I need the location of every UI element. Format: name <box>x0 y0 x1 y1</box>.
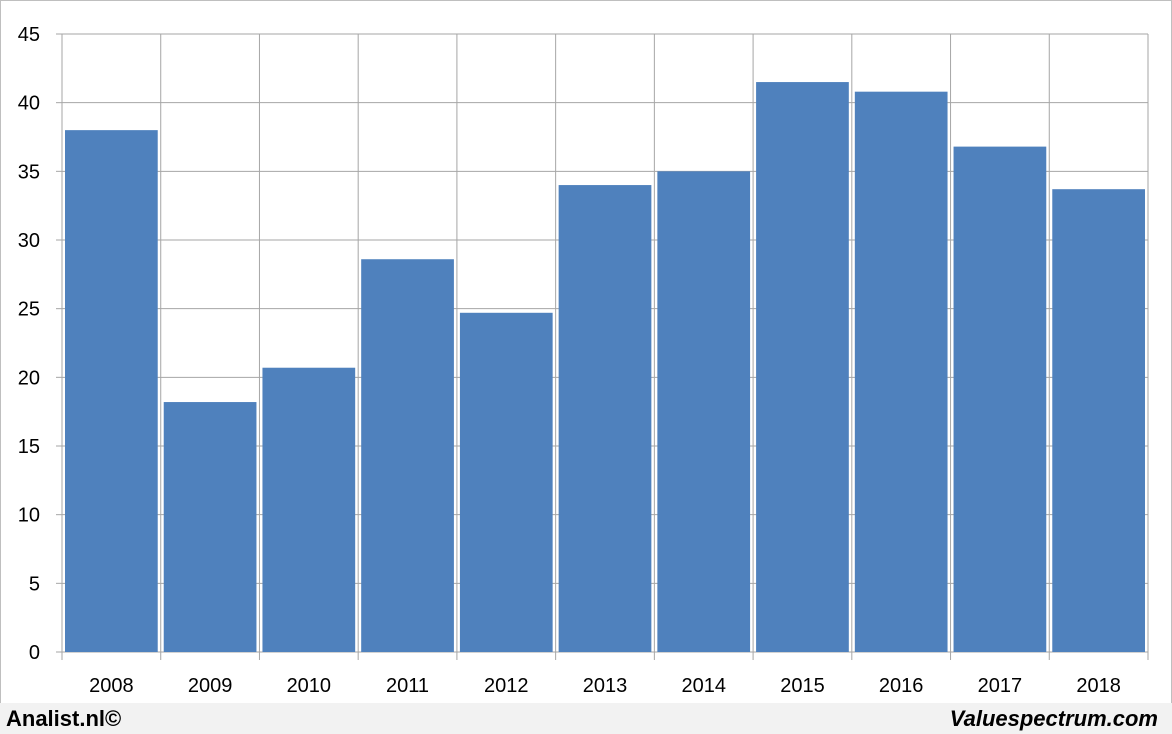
bar-2008 <box>65 130 158 653</box>
x-tick-label: 2017 <box>978 675 1023 697</box>
y-tick-label: 25 <box>18 299 40 321</box>
bar-2015 <box>756 82 849 653</box>
x-tick-label: 2009 <box>188 675 233 697</box>
bar-2013 <box>558 185 652 653</box>
x-tick-label: 2011 <box>386 675 429 697</box>
x-tick-label: 2018 <box>1076 675 1121 697</box>
y-tick-label: 0 <box>29 642 40 664</box>
y-axis-ticks: 0 5 10 15 20 25 30 35 40 45 <box>18 24 40 664</box>
footer-right-brand: Valuespectrum.com <box>949 706 1158 731</box>
y-tick-label: 45 <box>18 24 40 46</box>
x-tick-label: 2014 <box>681 675 726 697</box>
x-tick-label: 2012 <box>484 675 529 697</box>
footer-bar: Analist.nl© Valuespectrum.com <box>0 703 1172 734</box>
x-tick-label: 2013 <box>583 675 628 697</box>
bar-2010 <box>262 367 356 652</box>
x-tick-label: 2015 <box>780 675 825 697</box>
bars <box>65 82 1145 653</box>
y-tick-label: 40 <box>18 93 40 115</box>
y-tick-label: 30 <box>18 230 40 252</box>
y-tick-label: 20 <box>18 367 40 389</box>
y-tick-label: 5 <box>29 573 40 595</box>
y-tick-label: 35 <box>18 161 40 183</box>
bar-2009 <box>163 402 257 652</box>
x-axis-ticks: 2008 2009 2010 2011 2012 2013 2014 2015 2016 2017… <box>89 675 1121 697</box>
bar-2017 <box>953 146 1047 652</box>
x-tick-label: 2008 <box>89 675 134 697</box>
bar-2018 <box>1052 189 1145 653</box>
bar-2016 <box>854 91 948 653</box>
bar-2011 <box>361 259 454 652</box>
x-tick-label: 2016 <box>879 675 924 697</box>
footer-left-brand: Analist.nl© <box>6 706 122 731</box>
bar-2014 <box>657 171 751 653</box>
x-tick-label: 2010 <box>287 675 332 697</box>
bar-2012 <box>459 312 553 652</box>
y-tick-label: 15 <box>18 436 40 458</box>
y-tick-label: 10 <box>18 505 40 527</box>
